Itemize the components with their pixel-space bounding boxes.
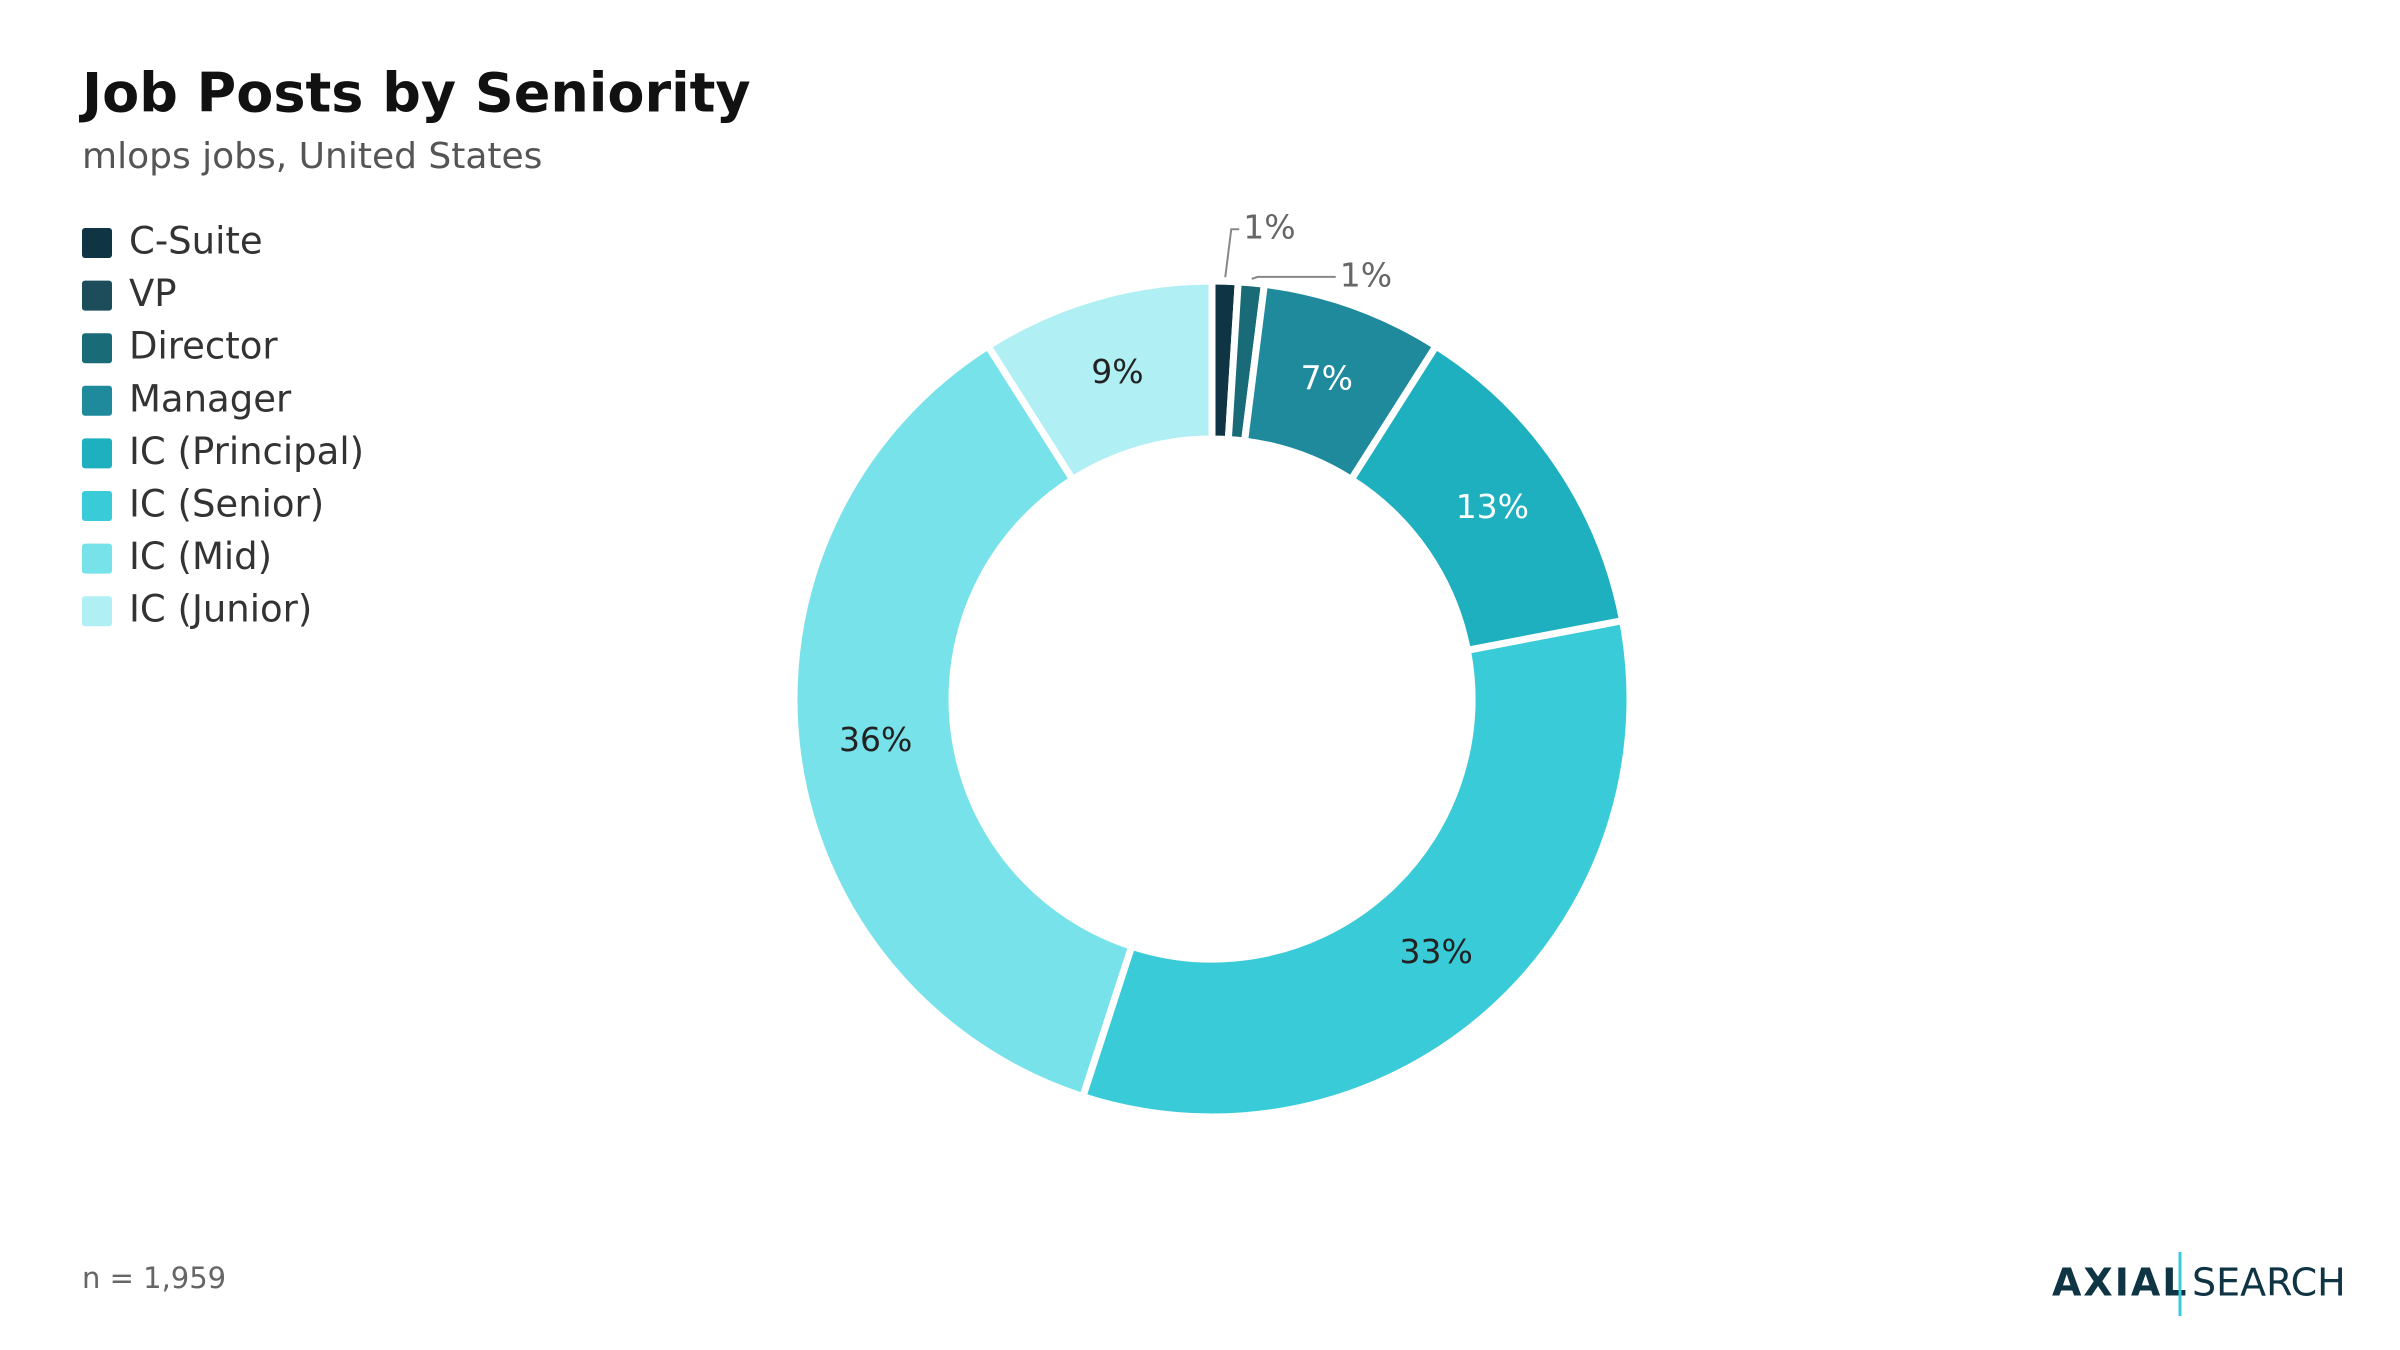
- value-label: 33%: [1400, 932, 1473, 971]
- legend-swatch: [82, 596, 112, 627]
- legend-label: Manager: [129, 377, 292, 420]
- legend-swatch: [82, 543, 112, 574]
- legend-swatch: [82, 491, 112, 521]
- note: n = 1,959: [82, 1261, 226, 1295]
- value-label: 13%: [1456, 487, 1529, 526]
- donut-slice: [1346, 341, 1627, 655]
- leader-line: [1251, 275, 1336, 280]
- value-label: 7%: [1301, 359, 1353, 398]
- value-label: 1%: [1340, 255, 1392, 294]
- legend-swatch: [82, 385, 112, 416]
- value-label: 9%: [1091, 352, 1143, 391]
- chart-subtitle: mlops jobs, United States: [82, 136, 542, 177]
- donut-slice: [1078, 616, 1634, 1121]
- value-label: 1%: [1243, 208, 1295, 247]
- legend-swatch: [82, 280, 112, 311]
- chart-title: Job Posts by Seniority: [78, 62, 751, 125]
- legend-label: Director: [129, 325, 278, 368]
- legend-label: VP: [129, 272, 177, 315]
- leader-line: [1224, 228, 1240, 278]
- legend-label: IC (Junior): [129, 588, 312, 631]
- legend-label: IC (Mid): [129, 535, 272, 578]
- donut-slice: [983, 277, 1216, 485]
- legend-label: C-Suite: [129, 220, 263, 263]
- donut-slice: [790, 341, 1137, 1101]
- brand-left: AXIAL: [2052, 1261, 2188, 1305]
- legend-swatch: [82, 333, 112, 364]
- legend-swatch: [82, 228, 112, 258]
- legend-swatch: [82, 438, 112, 469]
- brand-right: SEARCH: [2192, 1261, 2346, 1305]
- legend-label: IC (Senior): [129, 483, 324, 526]
- value-label: 36%: [839, 720, 912, 759]
- legend-label: IC (Principal): [129, 430, 364, 473]
